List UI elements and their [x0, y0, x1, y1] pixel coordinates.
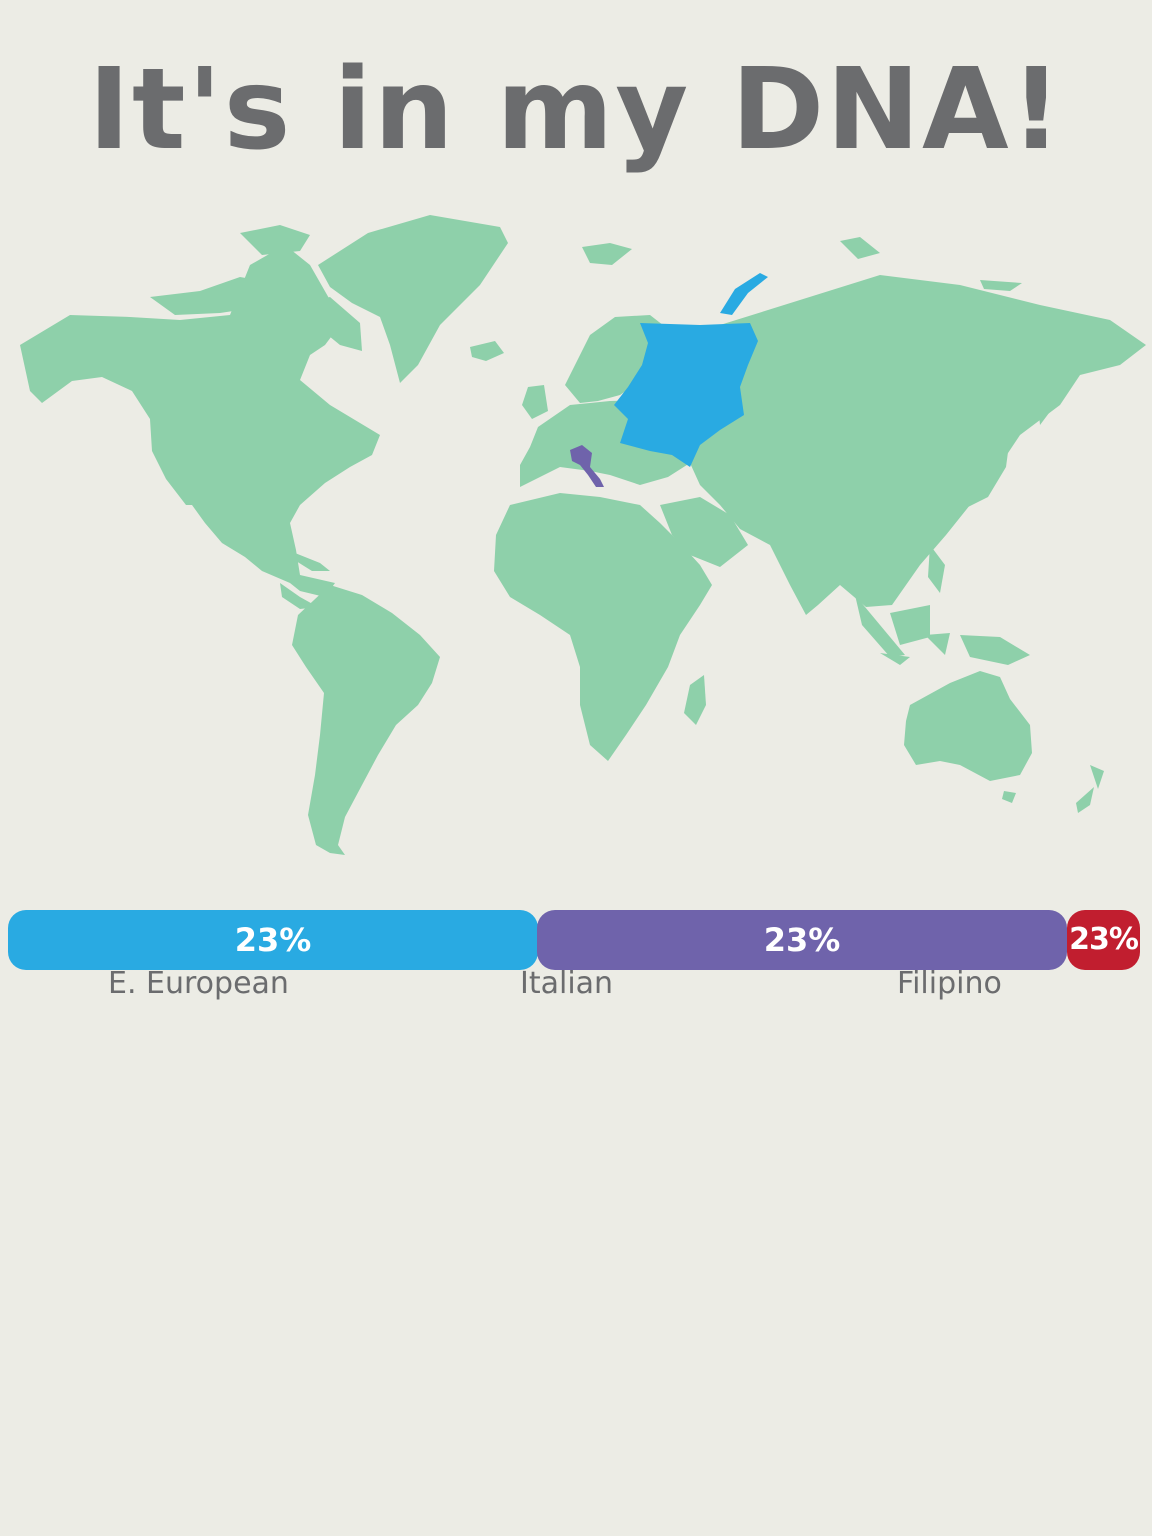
- greenland-shape: [318, 215, 508, 383]
- baffin-island-shape: [300, 297, 362, 351]
- africa-shape: [494, 493, 712, 761]
- ancestry-segment-east-european: 23%: [8, 910, 538, 970]
- scandinavia-shape: [565, 315, 668, 403]
- ancestry-label-east-european: E. European: [108, 966, 289, 1001]
- page-title: It's in my DNA!: [88, 45, 1064, 175]
- eastern-europe-region: [614, 323, 758, 467]
- british-isles-shape: [522, 385, 548, 419]
- madagascar-shape: [684, 675, 706, 725]
- ancestry-segment-filipino: 23%: [1067, 910, 1140, 970]
- iceland-shape: [470, 341, 504, 361]
- novaya-zemlya-region: [720, 273, 768, 315]
- world-land-shapes: [20, 215, 1146, 855]
- ancestry-label-filipino: Filipino: [897, 966, 1002, 1001]
- arctic-islands-shape: [150, 277, 300, 315]
- asia-shape: [660, 275, 1146, 615]
- ancestry-breakdown-bar: 23% 23% 23%: [8, 910, 1140, 970]
- japan-shape: [960, 431, 1010, 509]
- australia-shape: [904, 671, 1032, 781]
- new-zealand-shape: [1090, 765, 1104, 789]
- south-america-shape: [292, 585, 440, 855]
- ancestry-label-italian: Italian: [520, 966, 614, 1001]
- north-america-shape: [20, 245, 380, 597]
- italy-region: [570, 445, 604, 487]
- ancestry-segment-italian: 23%: [537, 910, 1067, 970]
- world-map: [20, 215, 1146, 855]
